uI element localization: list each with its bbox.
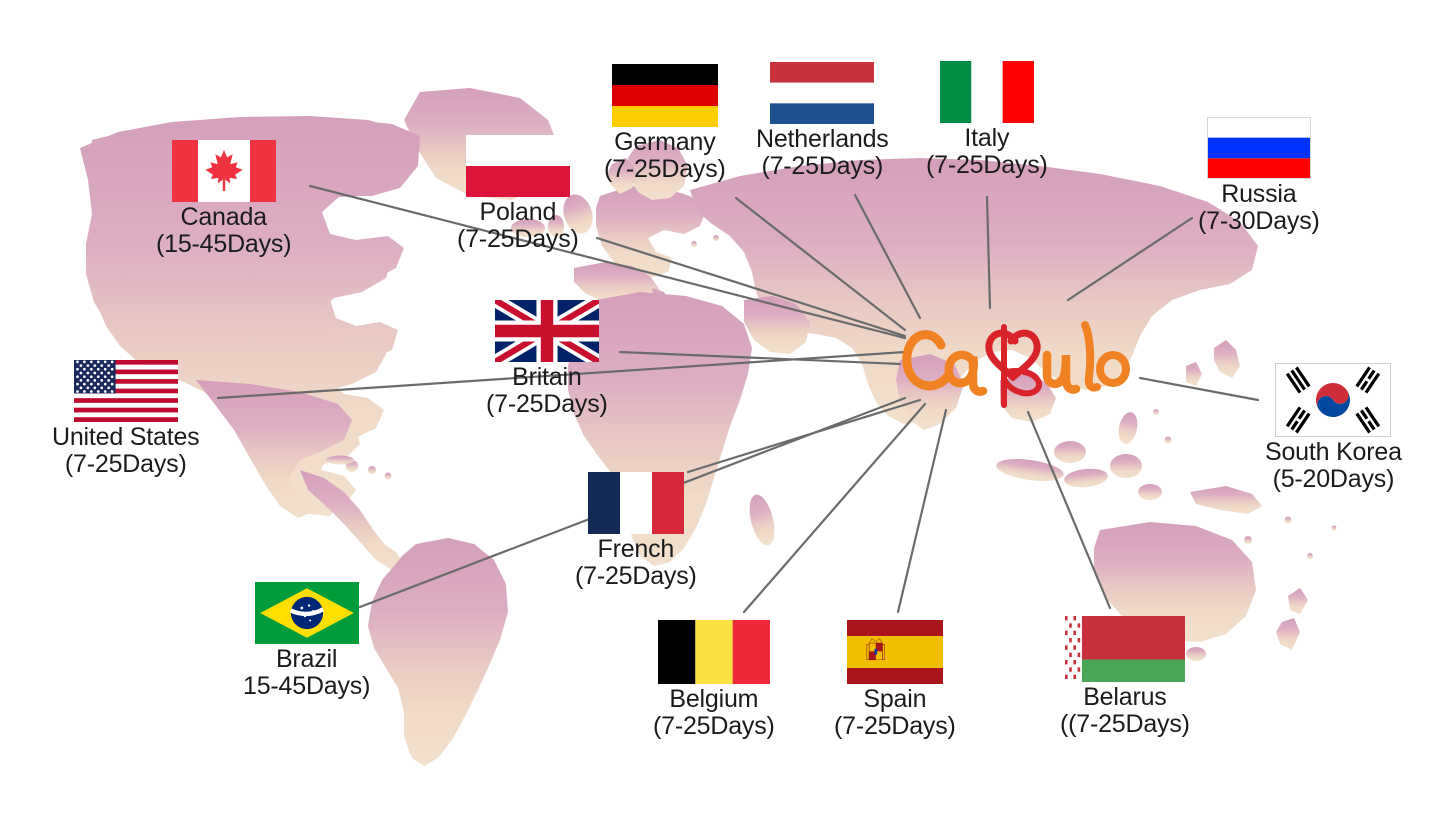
- country-name: South Korea: [1265, 438, 1402, 466]
- flag-france-icon: [587, 472, 684, 534]
- destination-french[interactable]: French (7-25Days): [575, 472, 697, 589]
- destination-label-spain: Spain (7-25Days): [834, 686, 956, 739]
- flag-spain-icon: [846, 620, 943, 684]
- country-name: French: [597, 535, 675, 563]
- destination-label-netherlands: Netherlands (7-25Days): [756, 126, 889, 179]
- destination-label-united-states: United States (7-25Days): [52, 424, 200, 477]
- country-name: Poland: [479, 198, 557, 226]
- connector-line-spain: [896, 408, 948, 614]
- logo-script-text: [902, 321, 1130, 408]
- flag-poland-icon: [465, 135, 570, 197]
- flag-russia-icon: [1206, 117, 1311, 179]
- destination-label-russia: Russia (7-30Days): [1198, 181, 1320, 234]
- delivery-days: (15-45Days): [156, 229, 292, 258]
- destination-britain[interactable]: Britain (7-25Days): [486, 300, 608, 417]
- connector-line-italy: [985, 195, 992, 310]
- connector-line-netherlands: [853, 193, 922, 320]
- delivery-days: (7-25Days): [834, 711, 956, 740]
- destination-belarus[interactable]: Belarus ((7-25Days): [1060, 616, 1190, 737]
- destination-label-south-korea: South Korea (5-20Days): [1265, 439, 1402, 492]
- destination-brazil[interactable]: Brazil 15-45Days): [243, 582, 370, 699]
- connector-line-germany: [734, 196, 907, 332]
- country-name: Italy: [964, 124, 1010, 152]
- country-name: Netherlands: [756, 125, 889, 153]
- destination-label-poland: Poland (7-25Days): [457, 199, 579, 252]
- connector-line-poland: [595, 236, 907, 338]
- delivery-days: (5-20Days): [1272, 464, 1395, 493]
- flag-belgium-icon: [657, 620, 770, 684]
- country-name: Belgium: [669, 685, 759, 713]
- destination-united-states[interactable]: United States (7-25Days): [52, 360, 200, 477]
- delivery-days: (7-25Days): [486, 389, 608, 418]
- flag-united-states-icon: [73, 360, 178, 422]
- destination-label-italy: Italy (7-25Days): [926, 125, 1048, 178]
- flag-britain-icon: [494, 300, 599, 362]
- flag-canada-icon: [171, 140, 276, 202]
- destination-label-brazil: Brazil 15-45Days): [243, 646, 370, 699]
- connector-line-belarus: [1026, 410, 1112, 610]
- destination-label-french: French (7-25Days): [575, 536, 697, 589]
- flag-south-korea-icon: [1275, 363, 1392, 437]
- connector-line-south-korea: [1138, 376, 1260, 402]
- flag-netherlands-icon: [770, 62, 875, 124]
- destination-italy[interactable]: Italy (7-25Days): [926, 61, 1048, 178]
- destination-label-canada: Canada (15-45Days): [156, 203, 292, 258]
- country-name: Germany: [614, 128, 716, 156]
- delivery-days: (7-25Days): [457, 224, 579, 253]
- heart-icon: [985, 329, 1041, 382]
- delivery-days: 15-45Days): [243, 671, 371, 700]
- destination-germany[interactable]: Germany (7-25Days): [604, 64, 726, 182]
- delivery-days: (7-25Days): [575, 561, 697, 590]
- destination-label-germany: Germany (7-25Days): [604, 129, 726, 182]
- country-name: Brazil: [275, 645, 338, 673]
- delivery-days: (7-25Days): [653, 711, 775, 740]
- destination-label-britain: Britain (7-25Days): [486, 364, 608, 417]
- destination-south-korea[interactable]: South Korea (5-20Days): [1265, 363, 1402, 492]
- delivery-days: (7-25Days): [926, 150, 1048, 179]
- country-name: Russia: [1221, 180, 1297, 208]
- country-name: Canada: [180, 203, 267, 231]
- destination-spain[interactable]: Spain (7-25Days): [834, 620, 956, 739]
- flag-belarus-icon: [1064, 616, 1185, 682]
- country-name: Spain: [863, 685, 927, 713]
- delivery-days: (7-25Days): [64, 449, 187, 478]
- destination-label-belarus: Belarus ((7-25Days): [1060, 684, 1190, 737]
- flag-brazil-icon: [254, 582, 359, 644]
- flag-germany-icon: [611, 64, 718, 127]
- destination-poland[interactable]: Poland (7-25Days): [457, 135, 579, 252]
- delivery-days: (7-30Days): [1198, 206, 1320, 235]
- connector-line-canada: [308, 184, 907, 340]
- connector-line-russia: [1066, 216, 1194, 302]
- country-name: Britain: [512, 363, 582, 391]
- country-name: Belarus: [1083, 683, 1167, 711]
- delivery-days: ((7-25Days): [1060, 709, 1190, 738]
- delivery-days: (7-25Days): [761, 151, 884, 180]
- destination-label-belgium: Belgium (7-25Days): [653, 686, 775, 739]
- destination-russia[interactable]: Russia (7-30Days): [1198, 117, 1320, 234]
- flag-italy-icon: [939, 61, 1034, 123]
- country-name: United States: [52, 423, 200, 451]
- delivery-days: (7-25Days): [604, 154, 726, 183]
- destination-belgium[interactable]: Belgium (7-25Days): [653, 620, 775, 739]
- connector-line-belgium: [742, 402, 927, 614]
- destination-canada[interactable]: Canada (15-45Days): [156, 140, 292, 258]
- destination-netherlands[interactable]: Netherlands (7-25Days): [756, 62, 889, 179]
- brand-logo-carulo: [902, 321, 1130, 408]
- connector-line-britain: [618, 350, 902, 366]
